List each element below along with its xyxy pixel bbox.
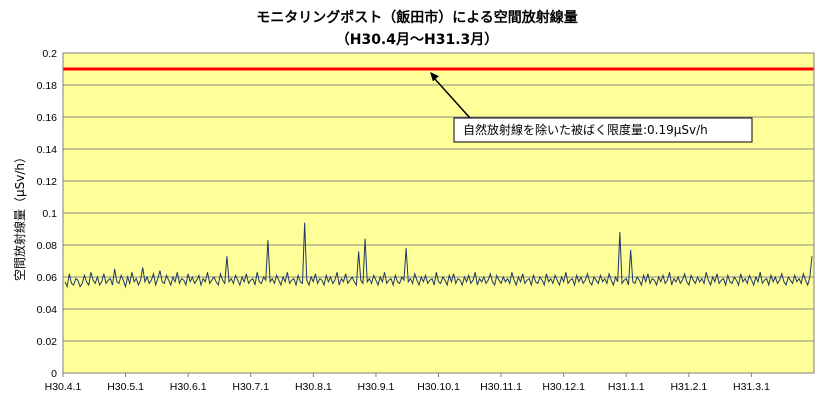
x-tick-label: H30.6.1	[170, 381, 207, 393]
x-tick-label: H30.10.1	[417, 381, 460, 393]
series-line	[64, 222, 813, 289]
x-tick-label: H30.4.1	[45, 381, 82, 393]
y-tick-label: 0.18	[37, 80, 58, 92]
y-tick-label: 0.08	[37, 240, 58, 252]
y-tick-label: 0.1	[42, 208, 57, 220]
y-tick-label: 0	[51, 368, 57, 380]
x-tick-label: H30.12.1	[542, 381, 585, 393]
x-tick-label: H31.3.1	[733, 381, 770, 393]
chart-subtitle: （H30.4月～H31.3月）	[336, 32, 499, 48]
annotation-text: 自然放射線を除いた被ばく限度量:0.19μSv/h	[463, 122, 708, 137]
annotation-box	[453, 117, 753, 143]
x-tick-labels: H30.4.1 H30.5.1 H30.6.1 H30.7.1 H30.8.1 H30.9…	[45, 373, 770, 393]
x-tick-label: H30.8.1	[295, 381, 332, 393]
y-axis-label: 空間放射線量（μSv/h）	[12, 151, 27, 281]
y-tick-label: 0.2	[42, 48, 57, 60]
annotation-arrowhead	[430, 72, 439, 82]
x-tick-label: H30.5.1	[107, 381, 144, 393]
x-tick-label: H30.7.1	[232, 381, 269, 393]
x-tick-label: H31.2.1	[670, 381, 707, 393]
y-tick-label: 0.12	[37, 176, 58, 188]
y-tick-labels: 0 0.02 0.04 0.06 0.08 0.1 0.12 0.14 0.16 0.18 0.2	[37, 48, 58, 380]
plot-border	[62, 52, 815, 374]
y-tick-label: 0.04	[37, 304, 58, 316]
x-tick-label: H31.1.1	[608, 381, 645, 393]
y-tick-label: 0.16	[37, 112, 58, 124]
x-tick-label: H30.9.1	[358, 381, 395, 393]
x-tick-label: H30.11.1	[480, 381, 522, 393]
y-tick-label: 0.06	[37, 272, 58, 284]
y-tick-label: 0.14	[37, 144, 58, 156]
y-tick-label: 0.02	[37, 336, 58, 348]
annotation-arrow	[433, 77, 471, 119]
chart-title: モニタリングポスト（飯田市）による空間放射線量	[256, 9, 578, 26]
